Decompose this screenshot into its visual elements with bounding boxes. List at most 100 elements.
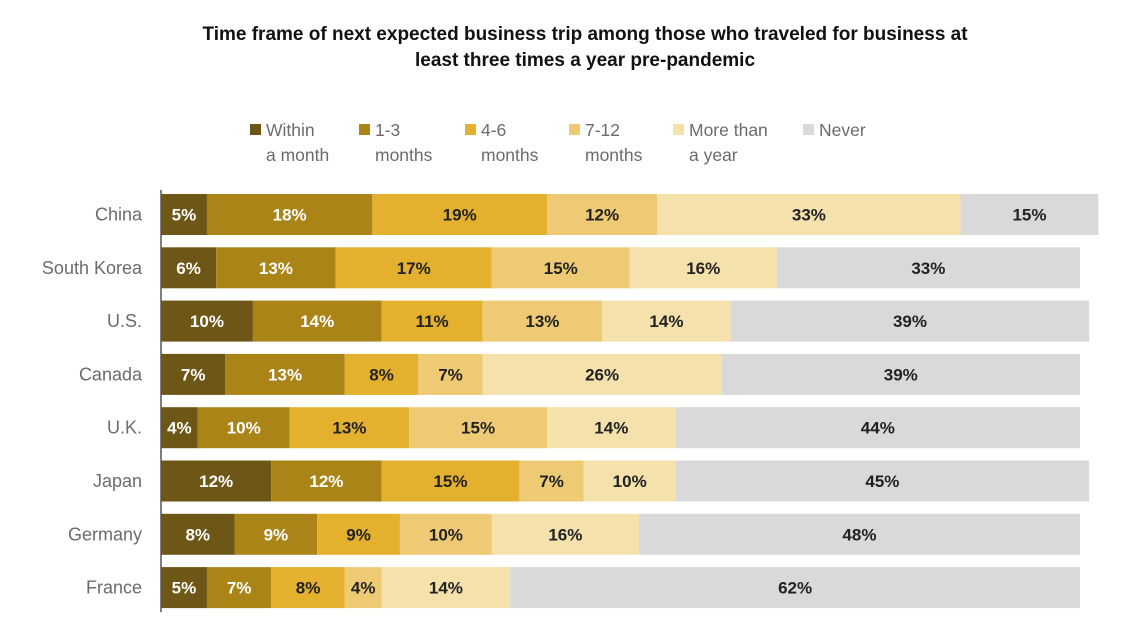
legend-swatch — [359, 124, 370, 135]
bar-segment — [381, 567, 511, 609]
chart-title-line-1: Time frame of next expected business tri… — [202, 24, 968, 45]
legend-label: a month — [266, 145, 330, 165]
bar-segment — [675, 407, 1080, 449]
legend-label: months — [585, 145, 643, 165]
bar-segment — [399, 513, 492, 555]
bar-segment — [546, 407, 676, 449]
data-label: 6% — [176, 259, 201, 278]
data-label: 7% — [539, 472, 564, 491]
bar-segment — [510, 567, 1081, 609]
legend-label: months — [375, 145, 433, 165]
bar-segment — [482, 300, 603, 342]
data-label: 7% — [227, 579, 252, 598]
data-label: 14% — [429, 579, 463, 598]
chart-title-line-2: least three times a year pre-pandemic — [414, 50, 756, 71]
bar-segment — [776, 247, 1080, 289]
bar-segment — [161, 247, 217, 289]
data-label: 19% — [443, 206, 477, 225]
bar-segment — [960, 194, 1099, 235]
bar-segment — [225, 353, 345, 395]
data-label: 8% — [185, 525, 210, 544]
data-label: 4% — [351, 579, 376, 598]
legend-label: 4-6 — [481, 120, 507, 140]
legend-label: Never — [819, 120, 866, 140]
category-label: China — [95, 205, 143, 225]
bar-segment — [482, 353, 722, 395]
bar-segment — [344, 567, 382, 609]
data-label: 7% — [181, 365, 206, 384]
data-label: 5% — [172, 206, 197, 225]
data-label: 11% — [416, 312, 449, 331]
data-label: 8% — [369, 365, 394, 384]
bar-segment — [161, 407, 198, 449]
category-label: Japan — [93, 471, 142, 491]
bar-segment — [491, 513, 639, 555]
data-label: 10% — [190, 312, 224, 331]
data-label: 17% — [397, 259, 431, 278]
data-label: 39% — [893, 312, 927, 331]
bar-segment — [519, 460, 584, 502]
data-label: 16% — [686, 259, 720, 278]
bar-segment — [216, 247, 336, 289]
bar-segment — [161, 300, 253, 342]
bar-segment — [271, 460, 382, 502]
bar-segment — [161, 513, 235, 555]
bar-segment — [335, 247, 492, 289]
data-label: 13% — [259, 259, 293, 278]
data-label: 7% — [438, 365, 463, 384]
data-label: 4% — [167, 419, 192, 438]
data-label: 16% — [548, 525, 582, 544]
bar-segment — [317, 513, 400, 555]
legend-swatch — [569, 124, 580, 135]
bar-segment — [289, 407, 410, 449]
data-label: 39% — [884, 365, 918, 384]
bar-segment — [675, 460, 1090, 502]
data-label: 5% — [172, 579, 197, 598]
data-label: 12% — [309, 472, 343, 491]
data-label: 45% — [865, 472, 899, 491]
data-label: 13% — [332, 419, 366, 438]
data-label: 10% — [227, 419, 261, 438]
bar-segment — [381, 460, 520, 502]
legend-swatch — [465, 124, 476, 135]
data-label: 12% — [199, 472, 233, 491]
legend-label: 1-3 — [375, 120, 401, 140]
data-label: 9% — [346, 525, 371, 544]
bar-segment — [372, 194, 547, 235]
bar-segment — [161, 353, 226, 395]
category-label: U.S. — [107, 311, 142, 331]
data-label: 10% — [429, 525, 463, 544]
data-label: 10% — [613, 472, 647, 491]
bar-segment — [491, 247, 630, 289]
category-label: Germany — [68, 524, 142, 544]
bar-segment — [161, 460, 272, 502]
bar-segment — [418, 353, 483, 395]
legend-label: 7-12 — [585, 120, 621, 140]
data-label: 15% — [544, 259, 578, 278]
legend-label: Within — [266, 120, 315, 140]
category-label: U.K. — [107, 418, 142, 438]
legend-label: a year — [689, 145, 738, 165]
category-label: South Korea — [42, 258, 143, 278]
category-label: France — [86, 578, 142, 598]
data-label: 9% — [264, 525, 289, 544]
data-label: 13% — [268, 365, 302, 384]
bar-segment — [657, 194, 961, 235]
data-label: 26% — [585, 365, 619, 384]
bar-segment — [161, 567, 207, 609]
data-label: 8% — [296, 579, 321, 598]
legend-swatch — [803, 124, 814, 135]
legend-label: More than — [689, 120, 768, 140]
data-label: 12% — [585, 206, 619, 225]
legend-label: months — [481, 145, 539, 165]
data-label: 48% — [842, 525, 876, 544]
bar-segment — [546, 194, 658, 235]
chart-title: Time frame of next expected business tri… — [0, 22, 1124, 74]
bar-segment — [602, 300, 731, 342]
data-label: 18% — [273, 206, 307, 225]
data-label: 15% — [1012, 206, 1046, 225]
bar-segment — [197, 407, 290, 449]
bar-segment — [409, 407, 547, 449]
bar-segment — [206, 567, 272, 609]
